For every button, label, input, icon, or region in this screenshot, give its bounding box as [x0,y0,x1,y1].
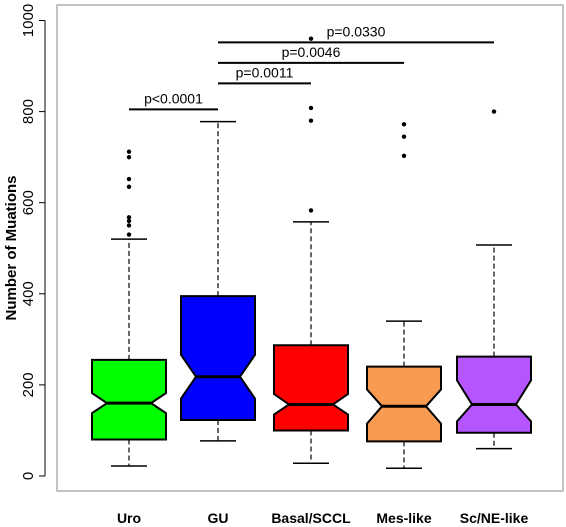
outlier-basal-sccl-1 [308,118,314,123]
outlier-uro-7 [126,149,132,154]
y-tick-label-600: 600 [20,190,37,215]
category-label-mes-like: Mes-like [376,510,431,526]
box-sc-ne-like [456,109,532,450]
category-label-sc-ne-like: Sc/NE-like [460,510,529,526]
outlier-uro-1 [126,223,132,228]
y-tick-label-1000: 1000 [20,4,37,37]
box-gu [180,120,256,442]
annotation-label-2: p=0.0046 [282,44,341,60]
outlier-mes-like-0 [401,153,407,158]
y-axis-title: Number of Muations [3,176,20,321]
y-tick-label-400: 400 [20,281,37,306]
category-label-gu: GU [208,510,229,526]
category-label-uro: Uro [117,510,141,526]
category-label-basal-sccl: Basal/SCCL [271,510,351,526]
outlier-uro-6 [126,154,132,160]
outlier-mes-like-1 [401,134,407,139]
box-basal-sccl [273,105,349,464]
y-tick-label-200: 200 [20,372,37,397]
extra-point-0 [308,36,314,41]
outlier-sc-ne-like-0 [491,109,497,114]
outlier-basal-sccl-2 [308,105,314,111]
box-body-uro [91,358,167,441]
plot-frame [56,4,564,492]
y-tick-label-0: 0 [20,472,37,480]
outlier-uro-5 [126,176,132,182]
outlier-basal-sccl-0 [308,208,314,213]
box-body-basal-sccl [273,344,349,432]
outlier-mes-like-2 [401,122,407,127]
category-labels: Uro GU Basal/SCCL Mes-like Sc/NE-like [117,510,529,526]
outlier-uro-4 [126,184,132,189]
annotation-label-1: p=0.0011 [236,64,294,80]
outlier-uro-3 [126,215,132,220]
significance-annotations: p<0.0001 p=0.0011 p=0.0046 p=0.0330 [129,23,494,111]
box-body-gu [180,295,256,421]
box-body-sc-ne-like [456,355,532,434]
y-tick-label-800: 800 [20,99,37,124]
annotation-label-3: p=0.0330 [327,23,386,39]
y-axis: 0 200 400 600 800 1000 [20,4,46,480]
outlier-uro-0 [126,232,132,237]
box-body-mes-like [366,365,442,443]
outlier-uro-2 [126,218,132,224]
boxes [91,36,532,470]
box-mes-like [366,122,442,470]
annotation-label-0: p<0.0001 [144,90,203,106]
box-uro [91,149,167,467]
